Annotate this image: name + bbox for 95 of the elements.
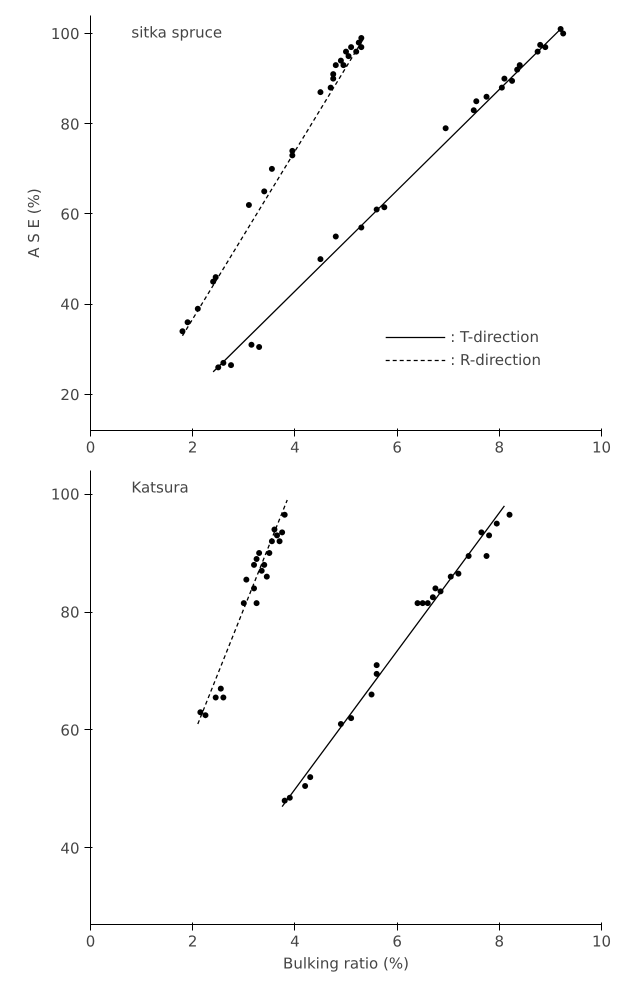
x-tick-label: 0 (86, 438, 96, 456)
point (251, 585, 258, 592)
point (228, 362, 234, 368)
x-tick-label: 0 (86, 932, 96, 950)
point (274, 532, 280, 538)
point (484, 94, 490, 100)
y-tick-label: 60 (60, 721, 80, 740)
point (381, 204, 388, 210)
point (368, 692, 375, 698)
point (516, 62, 523, 68)
legend-label: : R-direction (450, 351, 541, 369)
point (501, 76, 508, 82)
point (266, 550, 272, 556)
point (414, 600, 421, 606)
x-tick-label: 10 (592, 932, 612, 950)
point (424, 600, 431, 606)
point (307, 774, 314, 780)
point (346, 53, 352, 60)
y-tick-label: 80 (60, 115, 80, 134)
point (251, 562, 258, 568)
point (289, 148, 296, 154)
point (442, 125, 449, 132)
point (220, 694, 226, 700)
point (358, 44, 364, 50)
x-tick-label: 2 (188, 932, 198, 950)
point (282, 512, 288, 518)
point (432, 585, 438, 592)
point (560, 30, 566, 37)
point (243, 576, 250, 583)
point (246, 202, 252, 208)
x-tick-label: 4 (290, 932, 300, 950)
point (332, 62, 339, 68)
y-tick-label: 40 (60, 296, 80, 314)
text: sitka spruce (131, 24, 222, 42)
x-tick-label: 8 (494, 438, 504, 456)
point (302, 782, 308, 789)
point (348, 44, 354, 50)
point (486, 532, 492, 538)
point (254, 600, 260, 606)
point (374, 662, 380, 668)
point (430, 594, 436, 600)
point (455, 570, 462, 577)
point (484, 553, 490, 559)
point (374, 670, 380, 677)
x-tick-label: 6 (392, 438, 402, 456)
point (317, 89, 324, 96)
y-tick-label: 40 (60, 839, 80, 858)
point (212, 274, 219, 280)
point (202, 712, 208, 718)
point (197, 709, 204, 716)
point (256, 550, 262, 556)
y-tick-label: 100 (50, 486, 80, 504)
x-tick-label: 4 (290, 438, 300, 456)
point (317, 256, 324, 262)
point (340, 62, 346, 68)
point (332, 234, 339, 240)
point (343, 48, 349, 55)
point (420, 600, 426, 606)
point (184, 319, 191, 326)
point (338, 58, 344, 64)
y-tick-label: 100 (50, 25, 80, 44)
point (348, 715, 354, 722)
point (276, 538, 283, 544)
y-tick-label: 60 (60, 205, 80, 224)
point (506, 512, 513, 518)
x-tick-label: 6 (392, 932, 402, 950)
point (218, 686, 224, 692)
text: Katsura (131, 478, 189, 496)
point (470, 107, 477, 114)
point (261, 562, 268, 568)
point (271, 526, 278, 532)
point (268, 166, 275, 172)
point (248, 342, 254, 348)
x-axis-title: Bulking ratio (%) (283, 954, 409, 972)
point (264, 574, 270, 580)
point (473, 98, 480, 104)
point (212, 694, 219, 700)
point (256, 344, 262, 350)
point (261, 188, 268, 194)
x-tick-label: 2 (188, 438, 198, 456)
point (279, 529, 286, 536)
point (179, 328, 186, 334)
x-tick-label: 8 (494, 932, 504, 950)
legend-label: : T-direction (450, 328, 539, 346)
point (478, 529, 484, 536)
y-tick-label: 80 (60, 604, 80, 622)
point (358, 35, 364, 42)
y-axis-title: A S E (%) (24, 188, 43, 258)
point (509, 78, 516, 84)
point (537, 42, 544, 48)
point (258, 568, 265, 574)
y-tick-label: 20 (60, 386, 80, 404)
x-tick-label: 10 (592, 438, 612, 456)
point (494, 520, 500, 527)
point (254, 556, 260, 562)
